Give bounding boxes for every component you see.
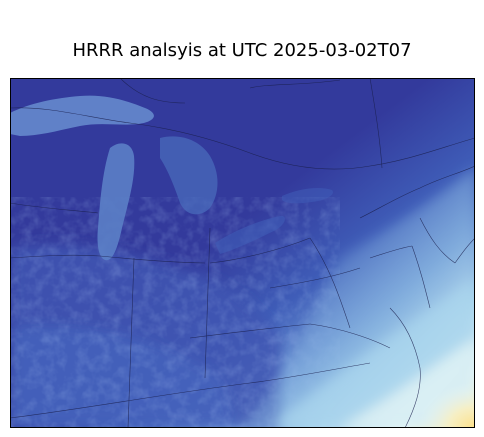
lake-huron bbox=[160, 136, 218, 215]
lake-ontario bbox=[282, 188, 334, 204]
lake-superior bbox=[10, 95, 154, 136]
boundary-lines bbox=[10, 78, 475, 428]
map-title: HRRR analsyis at UTC 2025-03-02T07 bbox=[72, 40, 412, 61]
texture-noise bbox=[10, 218, 310, 428]
map-canvas bbox=[10, 78, 475, 428]
map-panel bbox=[10, 78, 475, 428]
lake-michigan bbox=[97, 143, 135, 261]
lake-erie bbox=[215, 215, 285, 254]
corner-warm-glow bbox=[310, 298, 475, 428]
